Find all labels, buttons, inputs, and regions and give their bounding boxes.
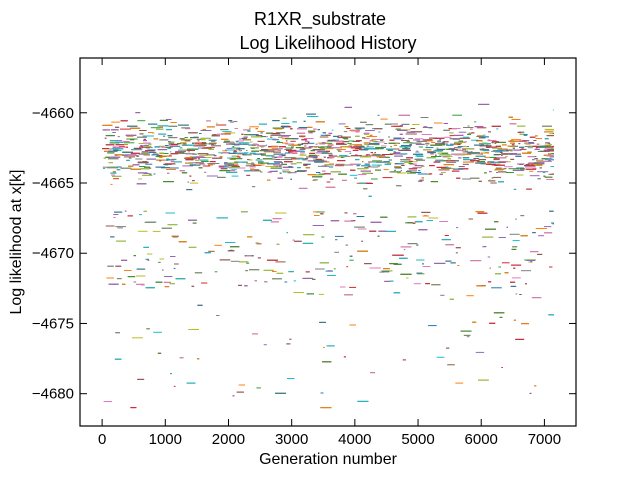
x-tick-label: 6000 xyxy=(465,431,498,448)
x-axis-label: Generation number xyxy=(259,451,398,468)
y-axis-label: Log likelihood at x[k] xyxy=(8,170,25,315)
x-tick-label: 1000 xyxy=(149,431,182,448)
y-tick-label: −4670 xyxy=(32,245,74,262)
chart-title: R1XR_substrate xyxy=(254,9,386,30)
y-tick-label: −4660 xyxy=(32,105,74,122)
x-tick-label: 7000 xyxy=(528,431,561,448)
y-axis-ticks: −4660 −4665 −4670 −4675 −4680 xyxy=(32,105,576,403)
x-tick-label: 5000 xyxy=(401,431,434,448)
x-tick-label: 3000 xyxy=(275,431,308,448)
x-axis-ticks: 0 1000 2000 3000 4000 5000 6000 7000 xyxy=(98,58,561,448)
y-tick-label: −4665 xyxy=(32,175,74,192)
x-tick-label: 4000 xyxy=(338,431,371,448)
x-tick-label: 0 xyxy=(98,431,106,448)
data-marks xyxy=(102,103,554,409)
chart-subtitle: Log Likelihood History xyxy=(239,33,416,53)
y-tick-label: −4680 xyxy=(32,386,74,403)
y-tick-label: −4675 xyxy=(32,315,74,332)
plot-frame xyxy=(79,57,577,427)
x-tick-label: 2000 xyxy=(212,431,245,448)
